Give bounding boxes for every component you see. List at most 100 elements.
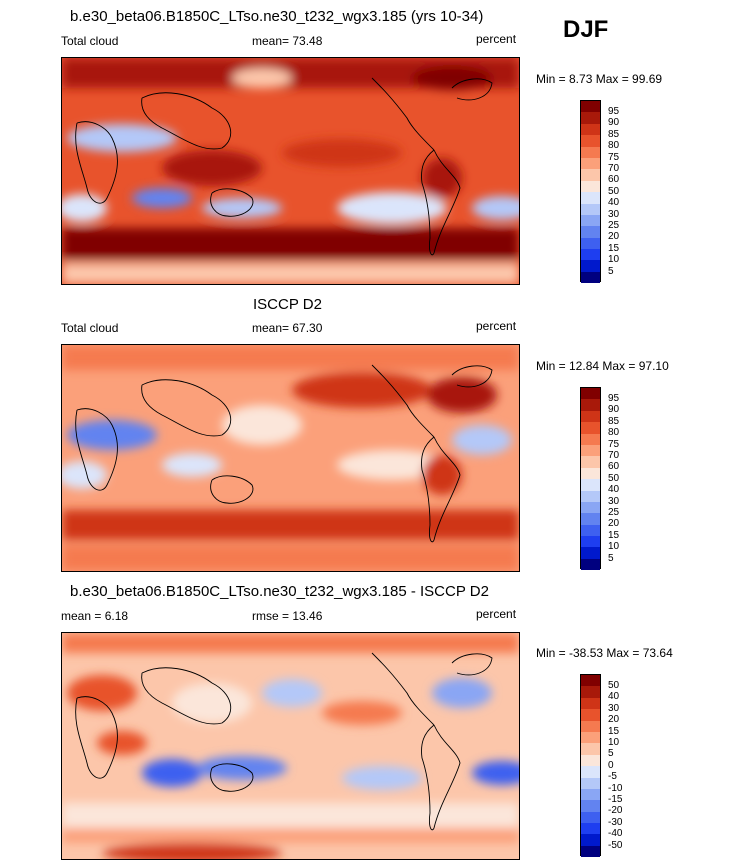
colorbar-tick: 25 — [608, 220, 620, 231]
colorbar-swatch — [581, 203, 600, 215]
colorbar-swatch — [581, 777, 600, 789]
colorbar — [580, 387, 601, 571]
colorbar-tick: 60 — [608, 461, 620, 473]
map-panel-model — [61, 57, 520, 285]
colorbar-swatch — [581, 743, 600, 755]
colorbar-tick: 5 — [608, 265, 614, 277]
panel-title: b.e30_beta06.B1850C_LTso.ne30_t232_wgx3.… — [70, 8, 484, 25]
colorbar-swatch — [581, 501, 600, 514]
colorbar-tick: 50 — [608, 185, 620, 197]
colorbar-tick: 20 — [608, 714, 620, 726]
colorbar-tick: 25 — [608, 507, 620, 518]
colorbar-tick: 5 — [608, 552, 614, 564]
coastlines — [75, 77, 493, 256]
colorbar-tick: 40 — [608, 197, 620, 209]
minmax-label: Min = 8.73 Max = 99.69 — [536, 72, 663, 86]
colorbar-tick: 85 — [608, 128, 620, 140]
colorbar-swatch — [581, 686, 600, 698]
colorbar-tick: 10 — [608, 541, 620, 553]
colorbar-swatch — [581, 260, 600, 272]
colorbar-swatch — [581, 456, 600, 468]
colorbar-tick: 90 — [608, 404, 620, 416]
map-panel-obs — [61, 344, 520, 572]
colorbar-tick: 5 — [608, 748, 614, 760]
colorbar-swatch — [581, 112, 600, 124]
colorbar-swatch — [581, 675, 600, 687]
colorbar-tick: -15 — [608, 794, 623, 805]
rmse-label: rmse = 13.46 — [252, 609, 323, 623]
colorbar-swatch — [581, 135, 600, 147]
colorbar-tick: 20 — [608, 231, 620, 243]
variable-label: Total cloud — [61, 34, 119, 48]
colorbar-tick: 50 — [608, 680, 620, 691]
colorbar-swatch — [581, 823, 600, 835]
mean-label: mean = 6.18 — [61, 609, 129, 623]
colorbar-swatch — [581, 192, 600, 204]
panel-title: ISCCP D2 — [253, 296, 322, 313]
colorbar-tick: 60 — [608, 174, 620, 186]
colorbar-tick: 30 — [608, 702, 620, 714]
coastlines — [75, 652, 493, 831]
minmax-label: Min = -38.53 Max = 73.64 — [536, 646, 673, 660]
colorbar-tick: 10 — [608, 737, 620, 748]
map-canvas — [62, 58, 519, 284]
colorbar-swatch — [581, 536, 600, 548]
colorbar-swatch — [581, 558, 600, 571]
colorbar-tick: 75 — [608, 151, 620, 163]
colorbar-tick: 85 — [608, 415, 620, 427]
colorbar-tick: 95 — [608, 106, 620, 117]
colorbar-tick: 75 — [608, 438, 620, 450]
colorbar-tick: 95 — [608, 393, 620, 404]
colorbar-tick: 80 — [608, 140, 620, 152]
variable-label: Total cloud — [61, 321, 119, 335]
colorbar-swatch — [581, 101, 600, 113]
map-canvas — [62, 633, 519, 859]
colorbar-swatch — [581, 800, 600, 812]
colorbar-tick: -5 — [608, 771, 617, 783]
units-label: percent — [476, 607, 517, 621]
colorbar-swatch — [581, 444, 600, 457]
units-label: percent — [476, 319, 517, 333]
map-panel-diff — [61, 632, 520, 860]
colorbar-swatch — [581, 754, 600, 767]
colorbar-swatch — [581, 214, 600, 227]
colorbar-tick: 15 — [608, 529, 620, 541]
colorbar-swatch — [581, 237, 600, 250]
colorbar-swatch — [581, 433, 600, 445]
colorbar-swatch — [581, 547, 600, 559]
colorbar-swatch — [581, 157, 600, 170]
colorbar-tick: 10 — [608, 254, 620, 266]
colorbar-swatch — [581, 146, 600, 158]
colorbar-swatch — [581, 467, 600, 480]
mean-label: mean= 67.30 — [252, 321, 323, 335]
colorbar-swatch — [581, 226, 600, 238]
colorbar-swatch — [581, 766, 600, 778]
colorbar-swatch — [581, 834, 600, 846]
colorbar-swatch — [581, 422, 600, 434]
colorbar-swatch — [581, 845, 600, 858]
colorbar-swatch — [581, 513, 600, 525]
minmax-label: Min = 12.84 Max = 97.10 — [536, 359, 669, 373]
colorbar-tick: 15 — [608, 725, 620, 737]
colorbar-tick: 40 — [608, 691, 620, 703]
colorbar-tick: 70 — [608, 450, 620, 461]
colorbar-swatch — [581, 697, 600, 710]
coastlines — [75, 364, 493, 543]
colorbar-tick: 90 — [608, 117, 620, 129]
colorbar-tick: -30 — [608, 816, 623, 828]
mean-label: mean= 73.48 — [252, 34, 323, 48]
colorbar-tick: 70 — [608, 163, 620, 174]
colorbar-tick: -50 — [608, 839, 623, 851]
colorbar-swatch — [581, 123, 600, 136]
colorbar — [580, 674, 601, 858]
units-label: percent — [476, 32, 517, 46]
colorbar-swatch — [581, 180, 600, 193]
map-canvas — [62, 345, 519, 571]
colorbar-swatch — [581, 410, 600, 423]
colorbar-swatch — [581, 720, 600, 732]
colorbar-swatch — [581, 169, 600, 181]
colorbar-tick: 80 — [608, 427, 620, 439]
panel-title: b.e30_beta06.B1850C_LTso.ne30_t232_wgx3.… — [70, 583, 489, 600]
colorbar-tick: 50 — [608, 472, 620, 484]
colorbar-swatch — [581, 811, 600, 824]
